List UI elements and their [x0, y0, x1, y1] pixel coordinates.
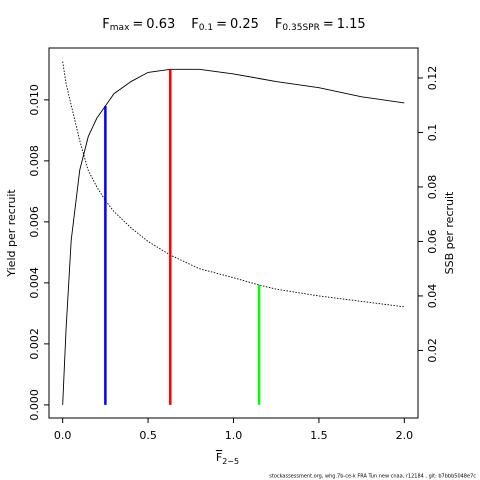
title-symbol: F — [275, 17, 282, 32]
title-symbol: F — [102, 17, 109, 32]
x-tick-label: 0.5 — [139, 429, 157, 442]
title-relation: = — [132, 17, 143, 32]
y2-axis-label: SSB per recruit — [443, 191, 456, 274]
x-tick-label: 1.0 — [225, 429, 243, 442]
footer: stockassessment.org, whg.7b-ce-k FRA Tun… — [269, 474, 476, 480]
title-value: 0.63 — [146, 17, 175, 32]
y-tick-label: 0.006 — [28, 206, 41, 238]
y2-tick-label: 0.04 — [426, 284, 439, 309]
y-tick-label: 0.010 — [28, 84, 41, 116]
title-sub: 0.35SPR — [282, 23, 319, 33]
x-tick-label: 2.0 — [396, 429, 414, 442]
x-axis-label-symbol: F — [216, 451, 222, 464]
title-relation: = — [323, 17, 334, 32]
y2-tick-label: 0.12 — [426, 66, 439, 91]
y-axis-label: Yield per recruit — [5, 189, 18, 278]
y-tick-label: 0.002 — [28, 328, 41, 360]
title-value: 0.25 — [230, 17, 259, 32]
chart-title: Fmax = 0.63 F0.1 = 0.25 F0.35SPR = 1.15 — [102, 17, 365, 33]
x-axis-label: F2−5 — [216, 451, 239, 466]
title-relation: = — [216, 17, 227, 32]
y2-tick-label: 0.08 — [426, 175, 439, 200]
title-symbol: F — [191, 17, 198, 32]
y2-tick-label: 0.06 — [426, 229, 439, 254]
y-tick-label: 0.008 — [28, 145, 41, 177]
title-value: 1.15 — [337, 17, 366, 32]
title-sub: max — [110, 23, 130, 33]
data-line — [62, 61, 405, 308]
x-axis-label-sub: 2−5 — [222, 457, 239, 466]
y-tick-label: 0.000 — [28, 389, 41, 421]
x-tick-label: 1.5 — [310, 429, 328, 442]
y2-tick-label: 0.1 — [426, 124, 439, 142]
data-line — [62, 68, 405, 405]
y2-tick-label: 0.02 — [426, 338, 439, 363]
x-tick-label: 0.0 — [54, 429, 72, 442]
title-sub: 0.1 — [199, 23, 213, 33]
y-tick-label: 0.004 — [28, 267, 41, 299]
